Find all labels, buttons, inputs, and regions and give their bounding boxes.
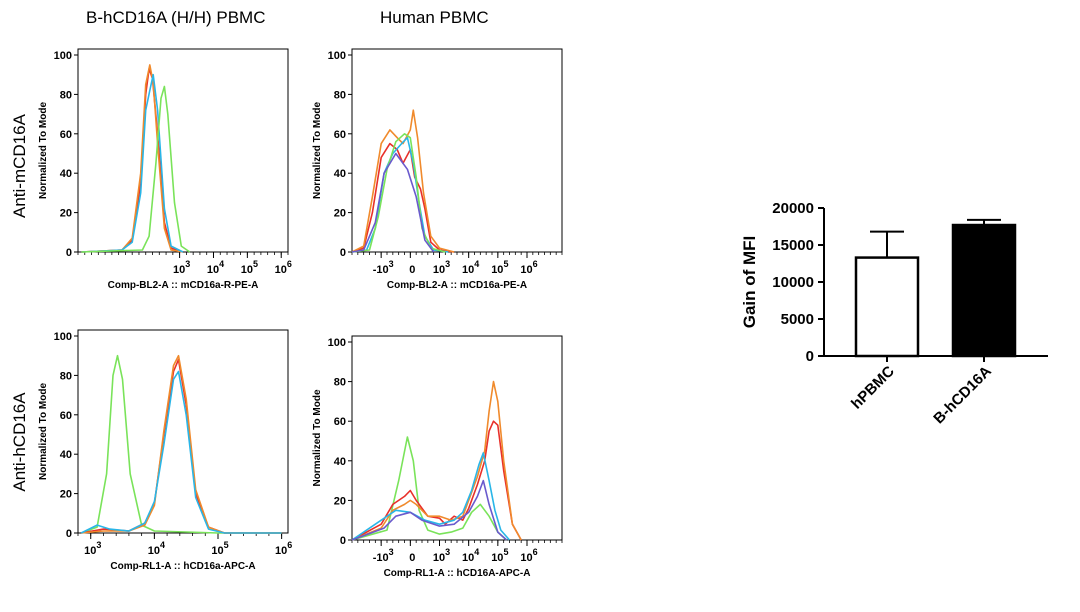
x-axis-title: Comp-BL2-A :: mCD16a-R-PE-A <box>108 280 259 291</box>
x-tick-label: 103 <box>433 547 450 564</box>
x-tick-label: -103 <box>373 547 394 564</box>
bar-y-tick-label: 10000 <box>772 274 814 291</box>
y-tick-label: 60 <box>334 129 346 141</box>
bar-chart-gain-of-mfi: 0 5000 10000 15000 20000 Gain of MFI hPBMC B-hC… <box>740 200 1048 427</box>
y-tick-label: 60 <box>60 129 72 141</box>
y-tick-label: 80 <box>60 89 72 101</box>
y-axis-title: Normalized To Mode <box>312 389 323 486</box>
x-axis-title: Comp-RL1-A :: hCD16A-APC-A <box>384 568 531 579</box>
bar-y-tick-label: 20000 <box>772 200 814 217</box>
x-tick-label: 0 <box>409 552 415 564</box>
histogram-line-orange <box>351 109 455 253</box>
bar-y-tick-label: 15000 <box>772 237 814 254</box>
histogram-line-blue <box>351 452 511 541</box>
y-tick-label: 80 <box>60 370 72 382</box>
histogram-line-orange <box>81 354 282 534</box>
histogram-human-anti-hCD16A: 0 20 40 60 80 100 -103 0 103 104 105 106 Comp-RL1-A … <box>312 335 563 579</box>
bar-hpbmc <box>854 256 920 358</box>
col-title-human: Human PBMC <box>380 8 489 27</box>
histogram-line-green <box>351 133 446 253</box>
x-tick-label: 105 <box>211 540 228 557</box>
y-tick-label: 20 <box>334 495 346 507</box>
x-tick-label: 106 <box>520 259 537 276</box>
col-title-mouse: B-hCD16A (H/H) PBMC <box>86 8 266 27</box>
plot-frame <box>77 329 289 534</box>
x-tick-label: 103 <box>173 259 190 276</box>
histogram-line-purple <box>351 479 508 541</box>
y-tick-label: 40 <box>334 168 346 180</box>
x-tick-label: -103 <box>373 259 394 276</box>
y-axis-title: Normalized To Mode <box>38 102 49 199</box>
y-tick-label: 40 <box>334 456 346 468</box>
x-tick-label: 104 <box>462 547 479 564</box>
histogram-line-orange <box>81 64 184 253</box>
y-tick-label: 100 <box>54 50 72 62</box>
x-tick-label: 103 <box>433 259 450 276</box>
y-tick-label: 20 <box>60 208 72 220</box>
x-tick-label: 106 <box>275 540 292 557</box>
histogram-line-red <box>351 142 455 253</box>
x-tick-label: 0 <box>409 264 415 276</box>
y-tick-label: 100 <box>328 337 346 349</box>
x-tick-label: 105 <box>241 259 258 276</box>
y-tick-label: 20 <box>60 489 72 501</box>
histogram-line-blue <box>81 73 184 253</box>
histogram-line-blue <box>80 370 282 534</box>
histogram-line-green <box>80 354 282 534</box>
y-tick-label: 0 <box>340 535 346 547</box>
y-tick-label: 80 <box>334 89 346 101</box>
x-tick-label: 105 <box>491 547 508 564</box>
y-tick-label: 100 <box>54 331 72 343</box>
bar-category-label: hPBMC <box>848 363 898 413</box>
x-tick-label: 104 <box>148 540 165 557</box>
y-tick-label: 60 <box>60 410 72 422</box>
histogram-line-orange <box>351 380 522 541</box>
y-tick-label: 20 <box>334 208 346 220</box>
y-tick-label: 60 <box>334 416 346 428</box>
x-tick-label: 105 <box>491 259 508 276</box>
plot-frame <box>77 48 289 253</box>
x-tick-label: 103 <box>84 540 101 557</box>
y-tick-label: 100 <box>328 50 346 62</box>
bar-category-label: B-hCD16A <box>930 363 995 428</box>
x-tick-label: 106 <box>275 259 292 276</box>
y-tick-label: 40 <box>60 449 72 461</box>
y-tick-label: 0 <box>66 528 72 540</box>
x-tick-label: 106 <box>520 547 537 564</box>
bar-y-axis-title: Gain of MFI <box>740 236 759 329</box>
x-tick-label: 104 <box>207 259 224 276</box>
y-axis-title: Normalized To Mode <box>38 383 49 480</box>
bar-b-hcd16a <box>951 223 1017 358</box>
plot-frame <box>351 335 563 541</box>
y-axis-title: Normalized To Mode <box>312 102 323 199</box>
y-tick-label: 40 <box>60 168 72 180</box>
histogram-line-green <box>351 436 508 541</box>
x-axis-title: Comp-RL1-A :: hCD16a-APC-A <box>110 561 255 572</box>
histogram-line-purple <box>351 152 435 253</box>
x-tick-label: 104 <box>462 259 479 276</box>
y-tick-label: 0 <box>66 247 72 259</box>
y-tick-label: 80 <box>334 377 346 389</box>
bar-y-tick-label: 0 <box>806 348 814 365</box>
x-axis-title: Comp-BL2-A :: mCD16a-PE-A <box>387 280 527 291</box>
plot-frame <box>351 48 563 253</box>
histogram-human-anti-mCD16A: 0 20 40 60 80 100 -103 0 103 104 105 106 Comp-BL2-A … <box>312 48 563 291</box>
y-tick-label: 0 <box>340 247 346 259</box>
bar-y-tick-label: 5000 <box>781 311 814 328</box>
histogram-line-green <box>81 85 191 253</box>
